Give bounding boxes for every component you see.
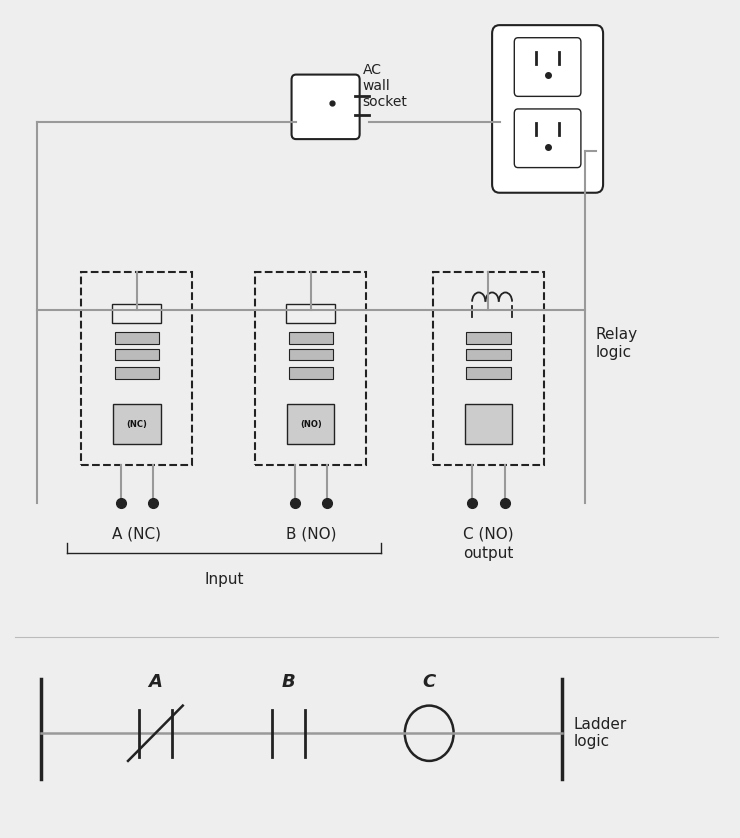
FancyBboxPatch shape (466, 367, 511, 379)
FancyBboxPatch shape (466, 332, 511, 344)
Text: Relay
logic: Relay logic (596, 328, 638, 360)
FancyBboxPatch shape (115, 332, 159, 344)
FancyBboxPatch shape (465, 404, 512, 444)
FancyBboxPatch shape (289, 367, 333, 379)
FancyBboxPatch shape (289, 332, 333, 344)
Text: B (NO): B (NO) (286, 526, 336, 541)
FancyBboxPatch shape (115, 349, 159, 360)
FancyBboxPatch shape (514, 109, 581, 168)
FancyBboxPatch shape (113, 404, 161, 444)
FancyBboxPatch shape (112, 304, 161, 323)
FancyBboxPatch shape (292, 75, 360, 139)
Text: AC
wall
socket: AC wall socket (363, 63, 408, 109)
Text: A: A (149, 674, 162, 691)
Text: (NO): (NO) (300, 420, 322, 428)
Text: (NC): (NC) (127, 420, 147, 428)
FancyBboxPatch shape (514, 38, 581, 96)
Text: Input: Input (204, 572, 243, 587)
Text: A (NC): A (NC) (112, 526, 161, 541)
FancyBboxPatch shape (286, 304, 335, 323)
FancyBboxPatch shape (492, 25, 603, 193)
FancyBboxPatch shape (466, 349, 511, 360)
Text: Ladder
logic: Ladder logic (574, 717, 627, 749)
FancyBboxPatch shape (115, 367, 159, 379)
Text: C: C (423, 674, 436, 691)
FancyBboxPatch shape (287, 404, 334, 444)
Text: B: B (282, 674, 295, 691)
Text: C (NO)
output: C (NO) output (463, 526, 514, 561)
FancyBboxPatch shape (289, 349, 333, 360)
